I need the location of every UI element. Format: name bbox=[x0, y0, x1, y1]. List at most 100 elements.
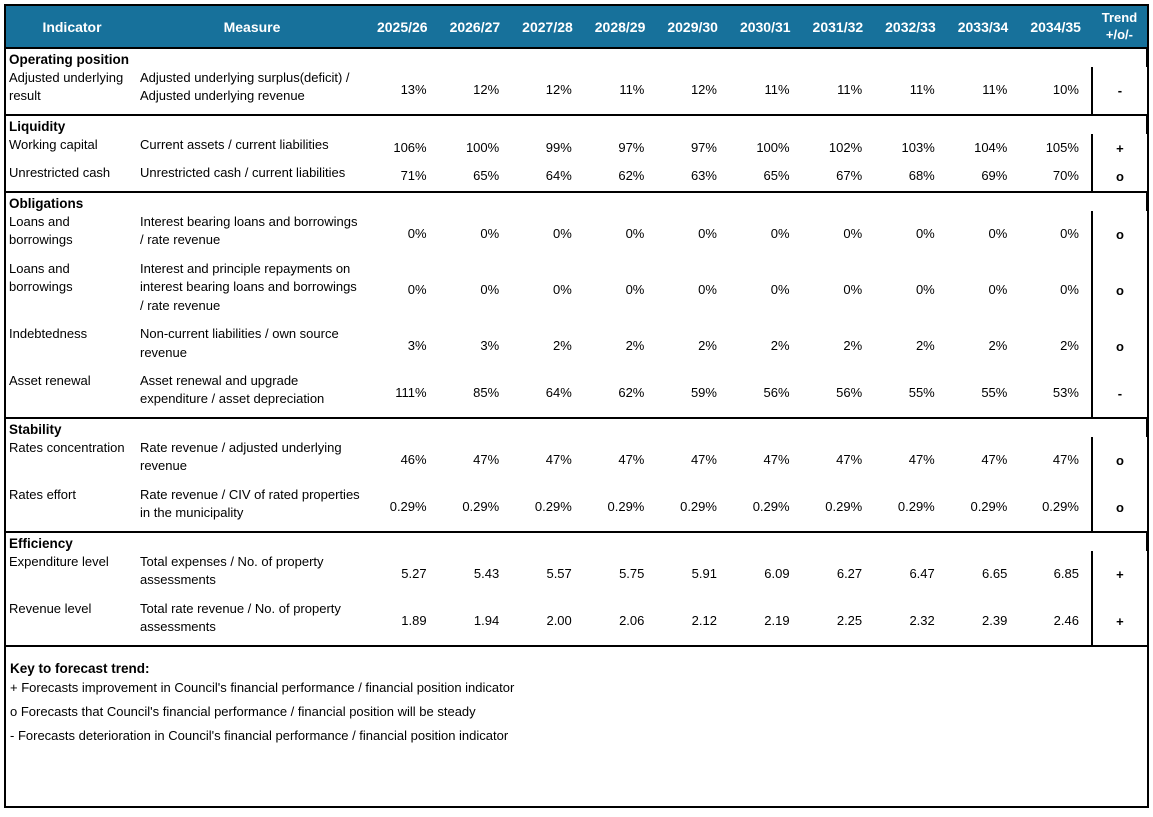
section-title: Liquidity bbox=[9, 118, 66, 134]
value-cell: 2.06 bbox=[619, 612, 645, 628]
trend-cell: o bbox=[1090, 210, 1147, 258]
value-cell: 5.43 bbox=[473, 565, 500, 581]
section-title: Stability bbox=[9, 421, 62, 437]
value-cell: 0% bbox=[843, 281, 863, 297]
value-cell: 0% bbox=[915, 281, 935, 297]
year-column-header: 2031/32 bbox=[801, 6, 875, 48]
indicator-column-header: Indicator bbox=[6, 6, 138, 48]
value-cell: 0% bbox=[407, 281, 427, 297]
trend-cell: + bbox=[1090, 550, 1147, 598]
value-cell: 2.19 bbox=[764, 612, 790, 628]
value-cell: 12% bbox=[545, 81, 572, 97]
table-row: Adjusted underlying result Adjusted under… bbox=[6, 67, 1147, 115]
measure-cell: Unrestricted cash / current liabilities bbox=[140, 165, 346, 181]
table-row: Asset renewal Asset renewal and upgrade e… bbox=[6, 369, 1147, 418]
value-cell: 85% bbox=[473, 384, 500, 400]
key-row: Key to forecast trend: + Forecasts impro… bbox=[6, 646, 1147, 756]
indicator-cell: Indebtedness bbox=[9, 326, 88, 342]
measure-cell: Rate revenue / CIV of rated properties i… bbox=[140, 486, 360, 521]
value-cell: 65% bbox=[763, 168, 790, 184]
trend-cell: o bbox=[1090, 436, 1147, 484]
value-cell: 6.65 bbox=[982, 565, 1008, 581]
value-cell: 106% bbox=[393, 139, 427, 155]
value-cell: 3% bbox=[407, 338, 427, 354]
value-cell: 5.75 bbox=[619, 565, 645, 581]
measure-cell: Total rate revenue / No. of property ass… bbox=[140, 600, 341, 635]
value-cell: 11% bbox=[982, 81, 1008, 97]
value-cell: 59% bbox=[690, 384, 717, 400]
value-cell: 65% bbox=[473, 168, 500, 184]
value-cell: 0% bbox=[770, 281, 790, 297]
value-cell: 0.29% bbox=[825, 498, 863, 514]
value-cell: 102% bbox=[828, 139, 863, 155]
indicator-cell: Rates effort bbox=[9, 486, 76, 502]
value-cell: 6.47 bbox=[909, 565, 935, 581]
measure-cell: Interest and principle repayments on int… bbox=[140, 260, 357, 313]
key-line-deterioration: - Forecasts deterioration in Council's f… bbox=[10, 728, 509, 744]
trend-header-line1: Trend bbox=[1101, 10, 1138, 26]
value-cell: 47% bbox=[908, 451, 935, 467]
value-cell: 105% bbox=[1045, 139, 1079, 155]
section-header-row: Stability bbox=[6, 417, 1147, 437]
value-cell: 104% bbox=[974, 139, 1008, 155]
value-cell: 67% bbox=[836, 168, 863, 184]
measure-cell: Total expenses / No. of property assessm… bbox=[140, 553, 324, 588]
value-cell: 2% bbox=[625, 338, 645, 354]
indicator-cell: Revenue level bbox=[9, 600, 92, 616]
year-column-header: 2030/31 bbox=[728, 6, 802, 48]
table-row: Expenditure level Total expenses / No. of… bbox=[6, 550, 1147, 598]
value-cell: 47% bbox=[763, 451, 790, 467]
value-cell: 11% bbox=[764, 81, 790, 97]
value-cell: 0% bbox=[625, 281, 645, 297]
table-row: Indebtedness Non-current liabilities / ow… bbox=[6, 323, 1147, 370]
value-cell: 0.29% bbox=[680, 498, 717, 514]
value-cell: 13% bbox=[400, 81, 427, 97]
value-cell: 97% bbox=[690, 139, 717, 155]
measure-cell: Non-current liabilities / own source rev… bbox=[140, 326, 339, 360]
section-stability: Stability Rates concentration Rate revenue… bbox=[6, 417, 1147, 532]
year-column-header: 2028/29 bbox=[583, 6, 657, 48]
value-cell: 0% bbox=[480, 281, 500, 297]
measure-cell: Adjusted underlying surplus(deficit) / A… bbox=[140, 70, 350, 104]
value-cell: 0.29% bbox=[607, 498, 645, 514]
value-cell: 53% bbox=[1052, 384, 1079, 400]
value-cell: 2% bbox=[915, 338, 935, 354]
value-cell: 47% bbox=[981, 451, 1008, 467]
indicator-cell: Asset renewal bbox=[9, 372, 91, 388]
measure-cell: Rate revenue / adjusted underlying reven… bbox=[140, 439, 342, 474]
key-to-forecast-trend-section: Key to forecast trend: + Forecasts impro… bbox=[6, 645, 1147, 756]
value-cell: 47% bbox=[1052, 451, 1079, 467]
value-cell: 2.12 bbox=[691, 612, 717, 628]
value-cell: 0.29% bbox=[1042, 498, 1079, 514]
value-cell: 2% bbox=[843, 338, 863, 354]
year-column-header: 2034/35 bbox=[1019, 6, 1092, 48]
value-cell: 2% bbox=[1060, 338, 1079, 354]
key-block: Key to forecast trend: + Forecasts impro… bbox=[6, 646, 1147, 756]
value-cell: 6.09 bbox=[764, 565, 790, 581]
value-cell: 2% bbox=[552, 338, 572, 354]
value-cell: 55% bbox=[981, 384, 1008, 400]
financial-indicators-table: Indicator Measure 2025/26 2026/27 2027/28 202… bbox=[6, 6, 1147, 756]
section-title: Efficiency bbox=[9, 535, 73, 551]
value-cell: 0% bbox=[625, 225, 645, 241]
value-cell: 47% bbox=[690, 451, 717, 467]
value-cell: 0% bbox=[1060, 281, 1079, 297]
key-line-improvement: + Forecasts improvement in Council's fin… bbox=[10, 679, 515, 695]
value-cell: 63% bbox=[690, 168, 717, 184]
trend-column-header: Trend +/o/- bbox=[1091, 6, 1147, 48]
value-cell: 47% bbox=[836, 451, 863, 467]
value-cell: 6.85 bbox=[1053, 565, 1079, 581]
value-cell: 0% bbox=[843, 225, 863, 241]
value-cell: 62% bbox=[618, 384, 645, 400]
value-cell: 5.91 bbox=[691, 565, 717, 581]
value-cell: 100% bbox=[756, 139, 790, 155]
value-cell: 12% bbox=[473, 81, 500, 97]
section-efficiency: Efficiency Expenditure level Total expense… bbox=[6, 531, 1147, 646]
value-cell: 0.29% bbox=[970, 498, 1008, 514]
value-cell: 47% bbox=[618, 451, 645, 467]
indicator-cell: Loans and borrowings bbox=[9, 260, 73, 295]
indicator-cell: Expenditure level bbox=[9, 553, 109, 569]
trend-cell: o bbox=[1090, 323, 1147, 370]
value-cell: 97% bbox=[618, 139, 645, 155]
table-row: Working capital Current assets / current … bbox=[6, 133, 1147, 163]
